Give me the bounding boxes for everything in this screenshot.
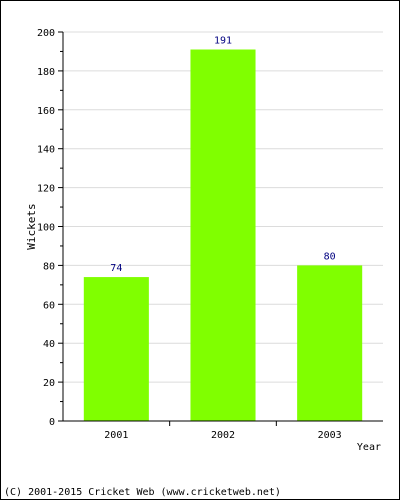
y-tick-label-180: 180 — [37, 67, 55, 78]
bar-2001 — [83, 277, 149, 421]
y-tick-label-160: 160 — [37, 106, 55, 117]
y-tick-label-0: 0 — [49, 417, 55, 428]
y-tick-label-140: 140 — [37, 145, 55, 156]
x-tick-label-2001: 2001 — [104, 430, 128, 441]
y-tick-label-40: 40 — [43, 339, 55, 350]
bar-2002 — [190, 49, 256, 421]
x-axis-ticks: 2001 2002 2003 — [104, 421, 342, 441]
y-tick-label-200: 200 — [37, 28, 55, 39]
data-label-2003: 80 — [324, 251, 336, 262]
data-labels: 74 191 80 — [110, 36, 335, 275]
y-tick-label-20: 20 — [43, 378, 55, 389]
bars — [83, 49, 363, 421]
x-axis-label: Year — [357, 442, 381, 453]
x-tick-label-2002: 2002 — [211, 430, 235, 441]
y-axis-ticks: 0 20 40 60 80 100 120 140 160 180 200 — [37, 28, 63, 428]
y-tick-label-120: 120 — [37, 184, 55, 195]
y-axis-label: Wickets — [25, 203, 38, 249]
y-tick-label-80: 80 — [43, 261, 55, 272]
data-label-2001: 74 — [110, 263, 122, 274]
data-label-2002: 191 — [214, 36, 232, 47]
x-tick-label-2003: 2003 — [318, 430, 342, 441]
copyright-footer: (C) 2001-2015 Cricket Web (www.cricketwe… — [4, 487, 281, 498]
y-tick-label-60: 60 — [43, 300, 55, 311]
bar-2003 — [297, 265, 363, 421]
y-tick-label-100: 100 — [37, 223, 55, 234]
